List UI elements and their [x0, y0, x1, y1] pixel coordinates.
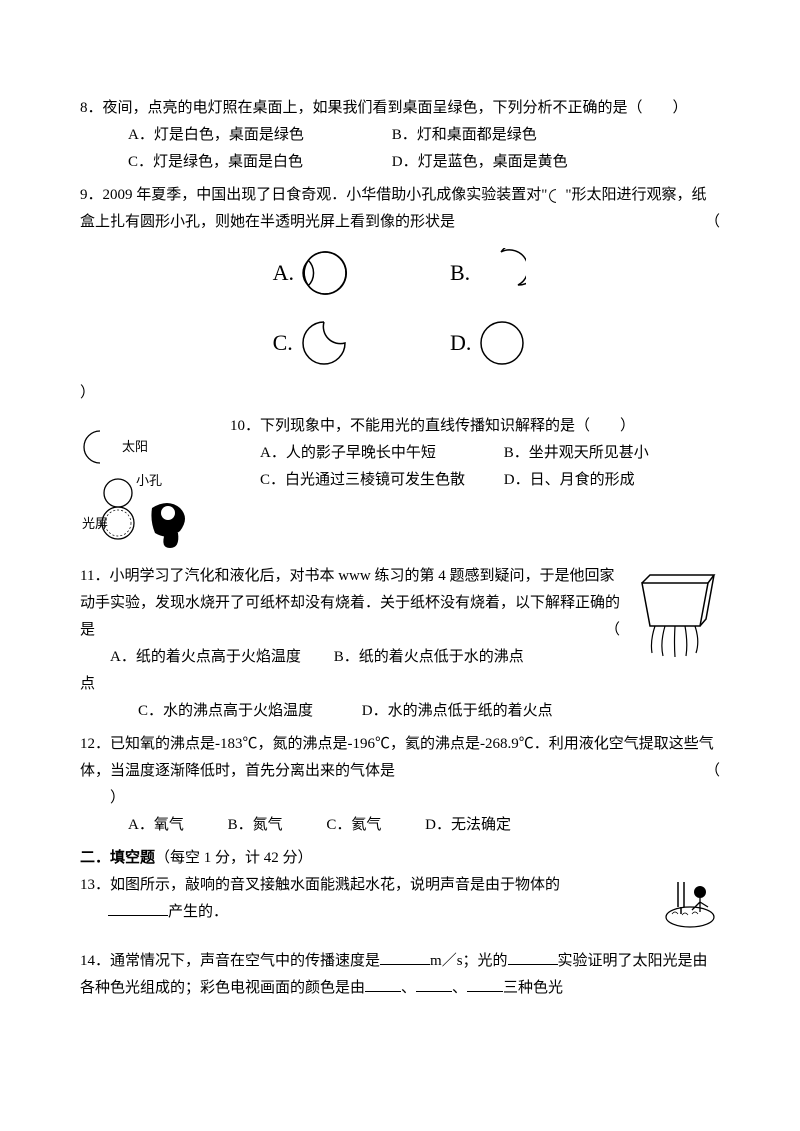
- q8-text: 夜间，点亮的电灯照在桌面上，如果我们看到桌面呈绿色，下列分析不正确的是（ ）: [103, 100, 688, 116]
- q12-opt-b: B．氮气: [228, 812, 283, 839]
- q12-paren: （: [705, 758, 720, 785]
- q9-col-left: A. C.: [273, 248, 350, 368]
- q8-options-row1: A．灯是白色，桌面是绿色 B．灯和桌面都是绿色: [80, 122, 720, 149]
- q11-text-block: 11．小明学习了汽化和液化后，对书本 www 练习的第 4 题感到疑问，于是他回…: [80, 563, 620, 671]
- question-13: 13．如图所示，敲响的音叉接触水面能溅起水花，说明声音是由于物体的 产生的．: [80, 872, 720, 942]
- q12-close: ）: [110, 790, 125, 806]
- shape-d-icon: [477, 318, 527, 368]
- q9-text1: 2009 年夏季，中国出现了日食奇观．小华借助小孔成像实验装置对: [103, 187, 542, 203]
- q8-opt-d: D．灯是蓝色，桌面是黄色: [392, 149, 652, 176]
- q11-paren: （: [605, 617, 620, 644]
- question-9: 9．2009 年夏季，中国出现了日食奇观．小华借助小孔成像实验装置对""形太阳进…: [80, 182, 720, 407]
- q11-opt-c: C．水的沸点高于火焰温度: [138, 698, 358, 725]
- question-10: 10．下列现象中，不能用光的直线传播知识解释的是（ ） A．人的影子早晚长中午短…: [230, 413, 720, 563]
- q12-text: 已知氧的沸点是-183℃，氮的沸点是-196℃，氦的沸点是-268.9℃．利用液…: [80, 736, 714, 779]
- fork-svg: [660, 872, 720, 932]
- q14-blank4[interactable]: [416, 977, 452, 992]
- shape-b-icon: [476, 248, 526, 298]
- question-12: 12．已知氧的沸点是-183℃，氮的沸点是-196℃，氦的沸点是-268.9℃．…: [80, 731, 720, 839]
- pinhole-diagram: 太阳 小孔 光屏: [80, 413, 220, 563]
- q8-opt-c: C．灯是绿色，桌面是白色: [128, 149, 388, 176]
- q9-close-paren: ）: [80, 380, 720, 407]
- q9-paren: （: [705, 209, 720, 236]
- q13-text2: 产生的．: [168, 904, 228, 920]
- shape-c-icon: [299, 318, 349, 368]
- q11-opt-b: B．纸的着火点低于水的沸点: [334, 649, 524, 665]
- q8-options-row2: C．灯是绿色，桌面是白色 D．灯是蓝色，桌面是黄色: [80, 149, 720, 176]
- q9-shape-c: C.: [273, 318, 350, 368]
- shape-a-icon: [300, 248, 350, 298]
- q13-text1: 如图所示，敲响的音叉接触水面能溅起水花，说明声音是由于物体的: [110, 877, 560, 893]
- q11-wrap: 11．小明学习了汽化和液化后，对书本 www 练习的第 4 题感到疑问，于是他回…: [80, 563, 720, 671]
- q8-opt-b: B．灯和桌面都是绿色: [392, 122, 652, 149]
- q8-stem: 8．夜间，点亮的电灯照在桌面上，如果我们看到桌面呈绿色，下列分析不正确的是（ ）: [80, 95, 720, 122]
- q9-shape-a: A.: [273, 248, 350, 298]
- q12-opt-c: C．氦气: [326, 812, 381, 839]
- q14-blank5[interactable]: [467, 977, 503, 992]
- q9-label-d: D.: [450, 323, 471, 363]
- q14-blank2[interactable]: [508, 950, 558, 965]
- q11-num: 11．: [80, 568, 109, 584]
- q9-col-right: B. D.: [450, 248, 527, 368]
- q12-close-paren: ）: [80, 785, 720, 812]
- q13-text-block: 13．如图所示，敲响的音叉接触水面能溅起水花，说明声音是由于物体的 产生的．: [80, 872, 660, 942]
- q9-label-c: C.: [273, 323, 293, 363]
- q14-text1: 通常情况下，声音在空气中的传播速度是: [110, 953, 380, 969]
- q10-opts-row2: C．白光通过三棱镜可发生色散 D．日、月食的形成: [230, 467, 720, 494]
- hole-label: 小孔: [136, 473, 162, 488]
- q13-num: 13．: [80, 877, 110, 893]
- question-8: 8．夜间，点亮的电灯照在桌面上，如果我们看到桌面呈绿色，下列分析不正确的是（ ）…: [80, 95, 720, 176]
- q10-opt-d: D．日、月食的形成: [504, 472, 635, 488]
- q11-dian: 点: [80, 671, 720, 698]
- q14-unit: m／s；光的: [430, 953, 508, 969]
- q14-blank3[interactable]: [365, 977, 401, 992]
- q14-num: 14．: [80, 953, 110, 969]
- section-2-title: 二．填空题: [80, 850, 155, 866]
- section-2-note: （每空 1 分，计 42 分）: [155, 850, 313, 866]
- q9-shape-d: D.: [450, 318, 527, 368]
- q11-opts-row1: A．纸的着火点高于火焰温度 B．纸的着火点低于水的沸点: [80, 644, 620, 671]
- q12-opt-a: A．氧气: [128, 812, 184, 839]
- q11-opt-d: D．水的沸点低于纸的着火点: [362, 703, 553, 719]
- q11-opt-a: A．纸的着火点高于火焰温度: [110, 644, 330, 671]
- paper-cup-diagram: [630, 563, 720, 671]
- q10-opt-c: C．白光通过三棱镜可发生色散: [260, 467, 500, 494]
- q12-opt-d: D．无法确定: [425, 812, 511, 839]
- tuning-fork-diagram: [660, 872, 720, 942]
- q10-opt-b: B．坐井观天所见甚小: [504, 445, 649, 461]
- question-11: 11．小明学习了汽化和液化后，对书本 www 练习的第 4 题感到疑问，于是他回…: [80, 563, 720, 725]
- q12-opts: A．氧气 B．氮气 C．氦气 D．无法确定: [80, 812, 720, 839]
- pinhole-svg: 太阳 小孔 光屏: [80, 413, 220, 553]
- q9-label-b: B.: [450, 253, 470, 293]
- q9-label-a: A.: [273, 253, 294, 293]
- q14-sep1: 、: [401, 980, 416, 996]
- q14-blank1[interactable]: [380, 950, 430, 965]
- q12-num: 12．: [80, 736, 110, 752]
- question-14: 14．通常情况下，声音在空气中的传播速度是m／s；光的实验证明了太阳光是由各种色…: [80, 948, 720, 1002]
- sun-small-icon: [547, 188, 565, 204]
- q10-text: 下列现象中，不能用光的直线传播知识解释的是（ ）: [260, 418, 635, 434]
- section-2-heading: 二．填空题（每空 1 分，计 42 分）: [80, 845, 720, 872]
- q10-num: 10．: [230, 418, 260, 434]
- q9-num: 9．: [80, 187, 103, 203]
- q8-num: 8．: [80, 100, 103, 116]
- q14-sep2: 、: [452, 980, 467, 996]
- sun-label: 太阳: [122, 439, 148, 454]
- question-10-wrap: 太阳 小孔 光屏 10．下列现象中，不能用光的直线传播知识解释的是（ ） A．人…: [80, 413, 720, 563]
- q14-text3: 三种色光: [503, 980, 563, 996]
- q9-shape-options: A. C. B. D.: [80, 248, 720, 368]
- q9-shape-b: B.: [450, 248, 527, 298]
- q11-text: 小明学习了汽化和液化后，对书本 www 练习的第 4 题感到疑问，于是他回家动手…: [80, 568, 620, 638]
- q10-opt-a: A．人的影子早晚长中午短: [260, 440, 500, 467]
- screen-label: 光屏: [82, 516, 108, 531]
- q13-blank[interactable]: [108, 901, 168, 916]
- q11-opts-row2: C．水的沸点高于火焰温度 D．水的沸点低于纸的着火点: [80, 698, 720, 725]
- q8-opt-a: A．灯是白色，桌面是绿色: [128, 122, 388, 149]
- cup-svg: [630, 571, 720, 661]
- q10-opts-row1: A．人的影子早晚长中午短 B．坐井观天所见甚小: [230, 440, 720, 467]
